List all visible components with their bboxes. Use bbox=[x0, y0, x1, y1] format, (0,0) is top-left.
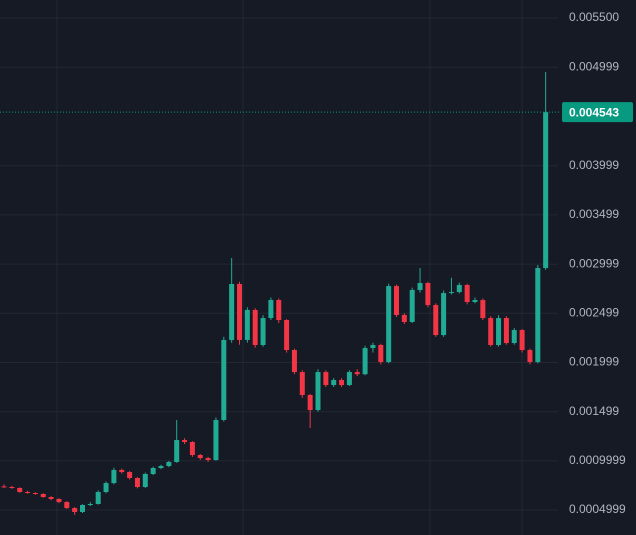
candle-body bbox=[496, 318, 502, 345]
candle-body bbox=[543, 112, 549, 269]
candle-body bbox=[166, 461, 172, 467]
last-price-label: 0.004543 bbox=[569, 105, 619, 119]
y-tick-label: 0.001999 bbox=[569, 355, 619, 369]
candle-body bbox=[535, 268, 541, 363]
candle-body bbox=[394, 286, 399, 315]
candle-body bbox=[1, 486, 7, 488]
candle-body bbox=[237, 283, 242, 340]
candle-body bbox=[409, 289, 415, 322]
candle-body bbox=[433, 305, 439, 336]
candle-body bbox=[103, 483, 109, 492]
y-tick-label: 0.0009999 bbox=[569, 453, 626, 467]
candle-body bbox=[72, 508, 78, 512]
candle-body bbox=[291, 350, 297, 373]
candle-body bbox=[331, 380, 337, 386]
candle-body bbox=[221, 339, 227, 420]
candle-body bbox=[299, 372, 305, 395]
y-tick-label: 0.005500 bbox=[569, 10, 619, 24]
candle-body bbox=[464, 284, 470, 302]
candle-body bbox=[17, 487, 23, 492]
candle-body bbox=[213, 419, 219, 461]
candle-body bbox=[127, 472, 133, 479]
candle-body bbox=[111, 469, 117, 484]
candle-body bbox=[32, 492, 38, 494]
candle-body bbox=[158, 466, 164, 468]
candle-body bbox=[488, 318, 494, 345]
candle-body bbox=[425, 282, 431, 306]
y-tick-label: 0.004999 bbox=[569, 59, 619, 73]
y-tick-label: 0.003999 bbox=[569, 158, 619, 172]
candle-body bbox=[197, 455, 203, 459]
candle-body bbox=[9, 486, 15, 488]
candle-body bbox=[370, 344, 376, 349]
candle-body bbox=[87, 504, 93, 506]
y-tick-label: 0.002999 bbox=[569, 256, 619, 270]
candle-body bbox=[362, 348, 368, 375]
candle-body bbox=[472, 300, 478, 302]
candle-body bbox=[95, 491, 101, 505]
candle-body bbox=[174, 440, 180, 462]
candle-body bbox=[229, 283, 235, 340]
candle-body bbox=[64, 502, 70, 509]
y-tick-label: 0.001499 bbox=[569, 404, 619, 418]
candle-body bbox=[511, 330, 517, 344]
candle-body bbox=[276, 300, 282, 320]
candle-body bbox=[244, 309, 250, 340]
candle-body bbox=[323, 372, 329, 386]
candle-body bbox=[480, 300, 486, 319]
candle-body bbox=[134, 478, 140, 487]
candle-body bbox=[386, 286, 392, 363]
candle-body bbox=[260, 318, 266, 345]
vertical-grid bbox=[56, 0, 523, 535]
candle-body bbox=[354, 372, 360, 375]
candle-body bbox=[40, 493, 46, 498]
candle-body bbox=[339, 380, 345, 386]
candle-body bbox=[80, 504, 85, 512]
candle-body bbox=[56, 498, 62, 503]
candle-body bbox=[346, 372, 352, 386]
candle-body bbox=[142, 473, 148, 487]
y-tick-label: 0.003499 bbox=[569, 207, 619, 221]
candle-body bbox=[456, 284, 462, 293]
candle-body bbox=[119, 469, 125, 473]
candle-body bbox=[503, 318, 509, 344]
candle-body bbox=[189, 442, 195, 456]
candle-body bbox=[150, 467, 156, 474]
candle-body bbox=[527, 350, 533, 363]
candle-body bbox=[519, 330, 525, 351]
candle-body bbox=[205, 458, 211, 461]
y-tick-label: 0.002499 bbox=[569, 305, 619, 319]
candle-body bbox=[182, 440, 188, 443]
candle-body bbox=[378, 344, 384, 363]
candle-body bbox=[307, 394, 313, 411]
candle-body bbox=[48, 497, 54, 499]
candle-body bbox=[448, 292, 454, 294]
y-tick-label: 0.0004999 bbox=[569, 502, 626, 516]
candle-body bbox=[417, 282, 423, 290]
candle-body bbox=[315, 372, 321, 411]
candle-body bbox=[252, 309, 258, 345]
candle-body bbox=[401, 314, 407, 322]
candle-body bbox=[441, 293, 447, 336]
candle-body bbox=[25, 491, 31, 493]
last-price-badge bbox=[562, 102, 633, 123]
candle-body bbox=[284, 319, 290, 351]
candle-body bbox=[268, 300, 274, 319]
